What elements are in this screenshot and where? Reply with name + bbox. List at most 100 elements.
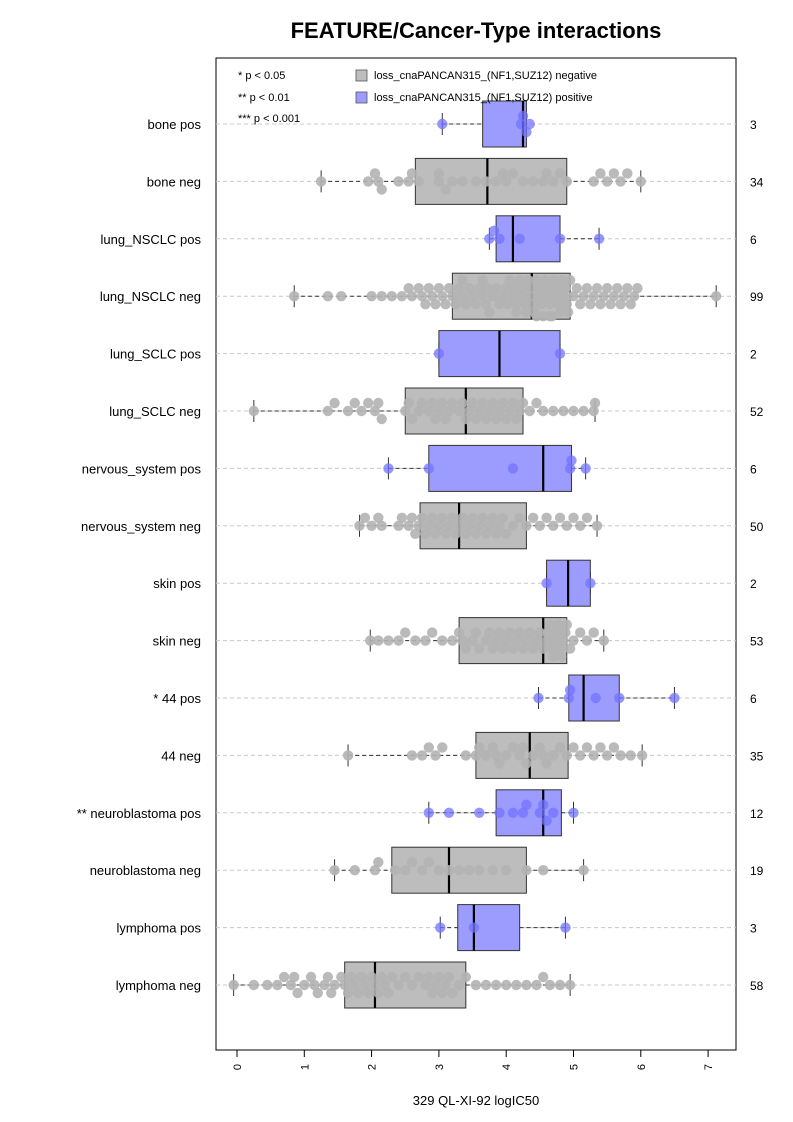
data-point [443,971,455,983]
data-point [470,176,482,187]
data-point [564,979,576,991]
data-point [558,405,569,417]
count-label: 50 [750,520,764,534]
data-point [568,405,579,417]
data-point [433,348,445,359]
sig-legend-3: *** p < 0.001 [238,113,300,125]
plot-frame [215,57,737,1051]
data-point [514,750,525,761]
data-point [501,750,512,761]
data-point [467,397,478,409]
data-point [453,627,465,638]
data-point [527,176,539,187]
data-point [531,635,542,646]
data-point [366,971,377,983]
category-label: skin neg [153,634,201,649]
data-point [420,979,431,991]
box-iqr [495,215,561,263]
data-point [376,971,387,983]
data-point [319,979,330,991]
data-point [632,283,643,294]
data-point [423,971,435,983]
data-point [416,291,428,302]
data-point [437,118,448,130]
data-point [622,168,633,179]
data-point [373,635,384,646]
count-label: 58 [750,979,764,993]
data-point [435,922,446,933]
data-point [423,857,435,868]
data-point [504,275,515,286]
count-label: 53 [750,635,764,649]
data-point [393,520,404,531]
data-point [457,397,468,409]
data-point [515,118,527,130]
data-point [497,643,509,654]
sig-legend-2: ** p < 0.01 [238,92,290,104]
count-label: 3 [750,922,757,936]
count-label: 34 [750,175,764,189]
data-point [534,520,546,531]
data-point [514,233,525,244]
data-point [487,512,498,523]
data-point [541,635,552,646]
data-point [437,742,448,753]
data-point [467,291,478,302]
x-tick-label: 6 [636,1064,648,1070]
data-point [396,291,408,302]
data-point [487,643,498,654]
data-point [463,520,475,531]
count-labels: 3 34 6 99 2 52 6 50 2 53 6 35 12 19 3 58 [750,118,764,993]
data-point [474,283,485,294]
data-point [289,291,300,302]
data-point [531,397,542,409]
data-point [521,799,532,810]
data-point [315,176,327,187]
data-point [568,291,579,302]
legend-swatch-negative [355,69,368,82]
data-point [474,405,485,417]
data-point [437,397,448,409]
data-point [346,971,357,983]
data-point [440,413,451,425]
data-point [482,283,493,294]
data-point [615,299,626,310]
data-point [437,512,448,523]
data-point [501,283,512,294]
data-point [538,865,549,876]
data-point [470,627,482,638]
data-point [433,405,445,417]
data-point [527,750,539,761]
data-point [309,979,320,991]
data-point [490,413,502,425]
data-point [433,176,445,187]
data-point [517,397,529,409]
data-point [447,291,458,302]
data-point [349,865,360,876]
data-point [470,413,482,425]
data-point [359,979,371,991]
category-label: neuroblastoma neg [90,863,201,878]
data-point [480,413,492,425]
data-point [386,971,397,983]
category-label: lung_SCLC neg [109,404,201,419]
data-point [410,528,421,539]
data-point [443,405,455,417]
data-point [373,857,384,868]
data-point [605,299,616,310]
data-point [494,233,505,244]
data-point [618,291,630,302]
data-point [430,979,441,991]
data-point [494,299,505,310]
data-point [595,742,606,753]
data-point [420,299,431,310]
data-point [556,651,567,662]
data-point [625,750,636,761]
data-point [383,463,394,474]
data-point [511,413,522,425]
data-point [474,742,485,753]
data-point [322,971,334,983]
data-point [369,405,381,417]
data-point [356,971,367,983]
data-point [507,397,519,409]
